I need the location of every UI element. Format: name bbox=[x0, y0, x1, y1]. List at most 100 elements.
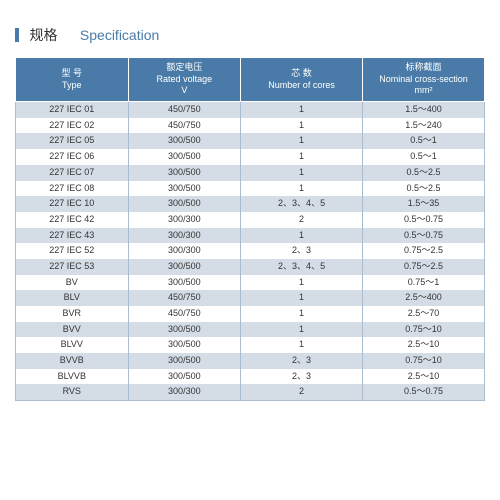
table-cell: 227 IEC 08 bbox=[16, 181, 129, 197]
table-cell: 227 IEC 43 bbox=[16, 228, 129, 244]
table-cell: 2.5～400 bbox=[363, 290, 485, 306]
table-cell: BVVB bbox=[16, 353, 129, 369]
table-row: BLVV300/50012.5～10 bbox=[16, 337, 485, 353]
table-cell: 1.5～35 bbox=[363, 196, 485, 212]
table-body: 227 IEC 01450/75011.5～400227 IEC 02450/7… bbox=[16, 102, 485, 401]
table-cell: 1 bbox=[241, 149, 363, 165]
table-cell: BLVV bbox=[16, 337, 129, 353]
table-row: RVS300/30020.5～0.75 bbox=[16, 384, 485, 400]
col-header-cores: 芯 数 Number of cores bbox=[241, 58, 363, 102]
table-row: 227 IEC 07300/50010.5～2.5 bbox=[16, 165, 485, 181]
table-cell: 2、3、4、5 bbox=[241, 259, 363, 275]
table-cell: 1 bbox=[241, 133, 363, 149]
table-cell: 227 IEC 05 bbox=[16, 133, 129, 149]
table-row: 227 IEC 43300/30010.5～0.75 bbox=[16, 228, 485, 244]
table-cell: 2、3 bbox=[241, 353, 363, 369]
table-cell: 300/500 bbox=[128, 196, 241, 212]
table-cell: 0.5～2.5 bbox=[363, 165, 485, 181]
table-cell: 0.5～0.75 bbox=[363, 212, 485, 228]
col-header-cn: 额定电压 bbox=[131, 62, 239, 74]
table-cell: BLVVB bbox=[16, 369, 129, 385]
table-cell: 300/300 bbox=[128, 243, 241, 259]
table-cell: 300/500 bbox=[128, 322, 241, 338]
spec-table: 型 号 Type 额定电压 Rated voltage V 芯 数 Number… bbox=[15, 57, 485, 401]
table-cell: 1 bbox=[241, 275, 363, 291]
table-cell: 1 bbox=[241, 102, 363, 118]
table-cell: 0.5～0.75 bbox=[363, 384, 485, 400]
table-cell: 227 IEC 10 bbox=[16, 196, 129, 212]
table-row: BVR450/75012.5～70 bbox=[16, 306, 485, 322]
table-cell: 1 bbox=[241, 228, 363, 244]
table-row: 227 IEC 52300/3002、30.75～2.5 bbox=[16, 243, 485, 259]
table-header: 型 号 Type 额定电压 Rated voltage V 芯 数 Number… bbox=[16, 58, 485, 102]
table-cell: 227 IEC 06 bbox=[16, 149, 129, 165]
table-cell: 300/500 bbox=[128, 353, 241, 369]
table-row: BLVVB300/5002、32.5～10 bbox=[16, 369, 485, 385]
table-row: BVVB300/5002、30.75～10 bbox=[16, 353, 485, 369]
table-cell: 300/500 bbox=[128, 259, 241, 275]
table-cell: 300/500 bbox=[128, 337, 241, 353]
table-cell: 300/500 bbox=[128, 165, 241, 181]
table-row: 227 IEC 53300/5002、3、4、50.75～2.5 bbox=[16, 259, 485, 275]
title-en: Specification bbox=[80, 27, 159, 43]
table-cell: 2.5～70 bbox=[363, 306, 485, 322]
table-cell: 0.5～0.75 bbox=[363, 228, 485, 244]
col-header-cn: 标称截面 bbox=[365, 62, 482, 74]
col-header-en: Type bbox=[18, 80, 126, 92]
table-cell: 450/750 bbox=[128, 102, 241, 118]
table-cell: 2、3 bbox=[241, 369, 363, 385]
table-cell: BLV bbox=[16, 290, 129, 306]
table-row: 227 IEC 10300/5002、3、4、51.5～35 bbox=[16, 196, 485, 212]
table-cell: 2、3、4、5 bbox=[241, 196, 363, 212]
title-row: 规格 Specification bbox=[15, 25, 485, 45]
table-row: 227 IEC 06300/50010.5～1 bbox=[16, 149, 485, 165]
table-cell: 2 bbox=[241, 384, 363, 400]
col-header-cn: 型 号 bbox=[18, 68, 126, 80]
table-row: 227 IEC 42300/30020.5～0.75 bbox=[16, 212, 485, 228]
table-cell: 0.75～2.5 bbox=[363, 243, 485, 259]
col-header-en: Number of cores bbox=[243, 80, 360, 92]
table-cell: 0.5～1 bbox=[363, 133, 485, 149]
table-cell: RVS bbox=[16, 384, 129, 400]
table-cell: 1 bbox=[241, 181, 363, 197]
table-cell: 0.5～1 bbox=[363, 149, 485, 165]
col-header-type: 型 号 Type bbox=[16, 58, 129, 102]
table-cell: 1 bbox=[241, 118, 363, 134]
table-cell: 0.75～1 bbox=[363, 275, 485, 291]
col-header-en: Rated voltage bbox=[131, 74, 239, 86]
table-cell: 2.5～10 bbox=[363, 369, 485, 385]
table-cell: BVR bbox=[16, 306, 129, 322]
table-cell: 300/300 bbox=[128, 212, 241, 228]
table-cell: 300/500 bbox=[128, 181, 241, 197]
table-cell: 0.75～10 bbox=[363, 353, 485, 369]
table-cell: 300/500 bbox=[128, 275, 241, 291]
title-cn: 规格 bbox=[29, 27, 57, 43]
table-cell: 0.5～2.5 bbox=[363, 181, 485, 197]
col-header-en: Nominal cross-section bbox=[365, 74, 482, 86]
col-header-voltage: 额定电压 Rated voltage V bbox=[128, 58, 241, 102]
table-cell: 450/750 bbox=[128, 306, 241, 322]
table-cell: 227 IEC 53 bbox=[16, 259, 129, 275]
spec-container: 规格 Specification 型 号 Type 额定电压 Rated vol… bbox=[0, 0, 500, 401]
table-row: BV300/50010.75～1 bbox=[16, 275, 485, 291]
table-cell: 227 IEC 02 bbox=[16, 118, 129, 134]
col-header-cn: 芯 数 bbox=[243, 68, 360, 80]
table-cell: 300/300 bbox=[128, 384, 241, 400]
table-cell: 227 IEC 01 bbox=[16, 102, 129, 118]
table-cell: 2、3 bbox=[241, 243, 363, 259]
table-row: BLV450/75012.5～400 bbox=[16, 290, 485, 306]
table-cell: 450/750 bbox=[128, 290, 241, 306]
table-cell: 0.75～10 bbox=[363, 322, 485, 338]
table-cell: 450/750 bbox=[128, 118, 241, 134]
table-cell: 1 bbox=[241, 322, 363, 338]
table-cell: BV bbox=[16, 275, 129, 291]
table-row: 227 IEC 01450/75011.5～400 bbox=[16, 102, 485, 118]
table-row: 227 IEC 08300/50010.5～2.5 bbox=[16, 181, 485, 197]
col-header-unit: V bbox=[131, 85, 239, 97]
table-cell: 1.5～240 bbox=[363, 118, 485, 134]
table-row: 227 IEC 05300/50010.5～1 bbox=[16, 133, 485, 149]
table-row: 227 IEC 02450/75011.5～240 bbox=[16, 118, 485, 134]
col-header-unit: mm² bbox=[365, 85, 482, 97]
table-cell: 1 bbox=[241, 306, 363, 322]
table-cell: 0.75～2.5 bbox=[363, 259, 485, 275]
